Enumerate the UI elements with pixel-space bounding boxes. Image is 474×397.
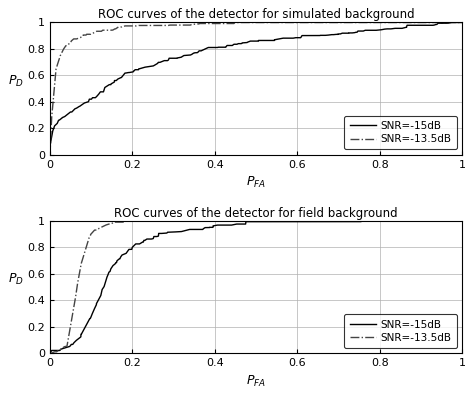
SNR=-13.5dB xyxy=(122,219,128,224)
SNR=-15dB xyxy=(288,219,293,224)
SNR=-15dB xyxy=(327,219,333,224)
SNR=-15dB xyxy=(459,219,465,224)
SNR=-15dB xyxy=(360,219,366,224)
SNR=-15dB xyxy=(449,20,455,25)
SNR=-13.5dB xyxy=(285,20,291,25)
SNR=-13.5dB xyxy=(459,20,465,25)
SNR=-13.5dB xyxy=(418,20,424,25)
SNR=-15dB xyxy=(210,225,216,230)
X-axis label: $P_{FA}$: $P_{FA}$ xyxy=(246,175,266,190)
SNR=-15dB xyxy=(321,33,327,38)
SNR=-13.5dB xyxy=(179,23,184,27)
SNR=-15dB xyxy=(459,20,465,25)
SNR=-15dB xyxy=(238,41,244,46)
Line: SNR=-15dB: SNR=-15dB xyxy=(50,221,462,353)
Title: ROC curves of the detector for simulated background: ROC curves of the detector for simulated… xyxy=(98,8,414,21)
SNR=-15dB xyxy=(359,219,365,224)
SNR=-15dB xyxy=(295,219,301,224)
SNR=-13.5dB xyxy=(47,152,53,157)
SNR=-13.5dB xyxy=(83,33,89,37)
Legend: SNR=-15dB, SNR=-13.5dB: SNR=-15dB, SNR=-13.5dB xyxy=(344,116,457,149)
SNR=-13.5dB xyxy=(285,219,291,224)
SNR=-15dB xyxy=(47,351,53,356)
Legend: SNR=-15dB, SNR=-13.5dB: SNR=-15dB, SNR=-13.5dB xyxy=(344,314,457,348)
SNR=-15dB xyxy=(227,223,232,227)
SNR=-13.5dB xyxy=(195,21,201,26)
SNR=-15dB xyxy=(294,35,300,40)
SNR=-13.5dB xyxy=(47,351,53,356)
SNR=-13.5dB xyxy=(429,219,435,224)
X-axis label: $P_{FA}$: $P_{FA}$ xyxy=(246,374,266,389)
SNR=-13.5dB xyxy=(459,219,465,224)
Title: ROC curves of the detector for field background: ROC curves of the detector for field bac… xyxy=(114,207,398,220)
SNR=-13.5dB xyxy=(208,219,214,224)
SNR=-13.5dB xyxy=(237,20,243,25)
Y-axis label: $P_D$: $P_D$ xyxy=(9,272,24,287)
SNR=-15dB xyxy=(298,35,303,40)
SNR=-15dB xyxy=(354,30,360,35)
SNR=-13.5dB xyxy=(48,351,54,356)
SNR=-15dB xyxy=(216,45,221,50)
SNR=-13.5dB xyxy=(228,219,234,224)
Y-axis label: $P_D$: $P_D$ xyxy=(9,73,24,89)
SNR=-15dB xyxy=(47,143,53,148)
Line: SNR=-15dB: SNR=-15dB xyxy=(50,23,462,146)
Line: SNR=-13.5dB: SNR=-13.5dB xyxy=(50,23,462,154)
SNR=-13.5dB xyxy=(49,115,55,120)
SNR=-13.5dB xyxy=(88,232,93,237)
Line: SNR=-13.5dB: SNR=-13.5dB xyxy=(50,221,462,353)
